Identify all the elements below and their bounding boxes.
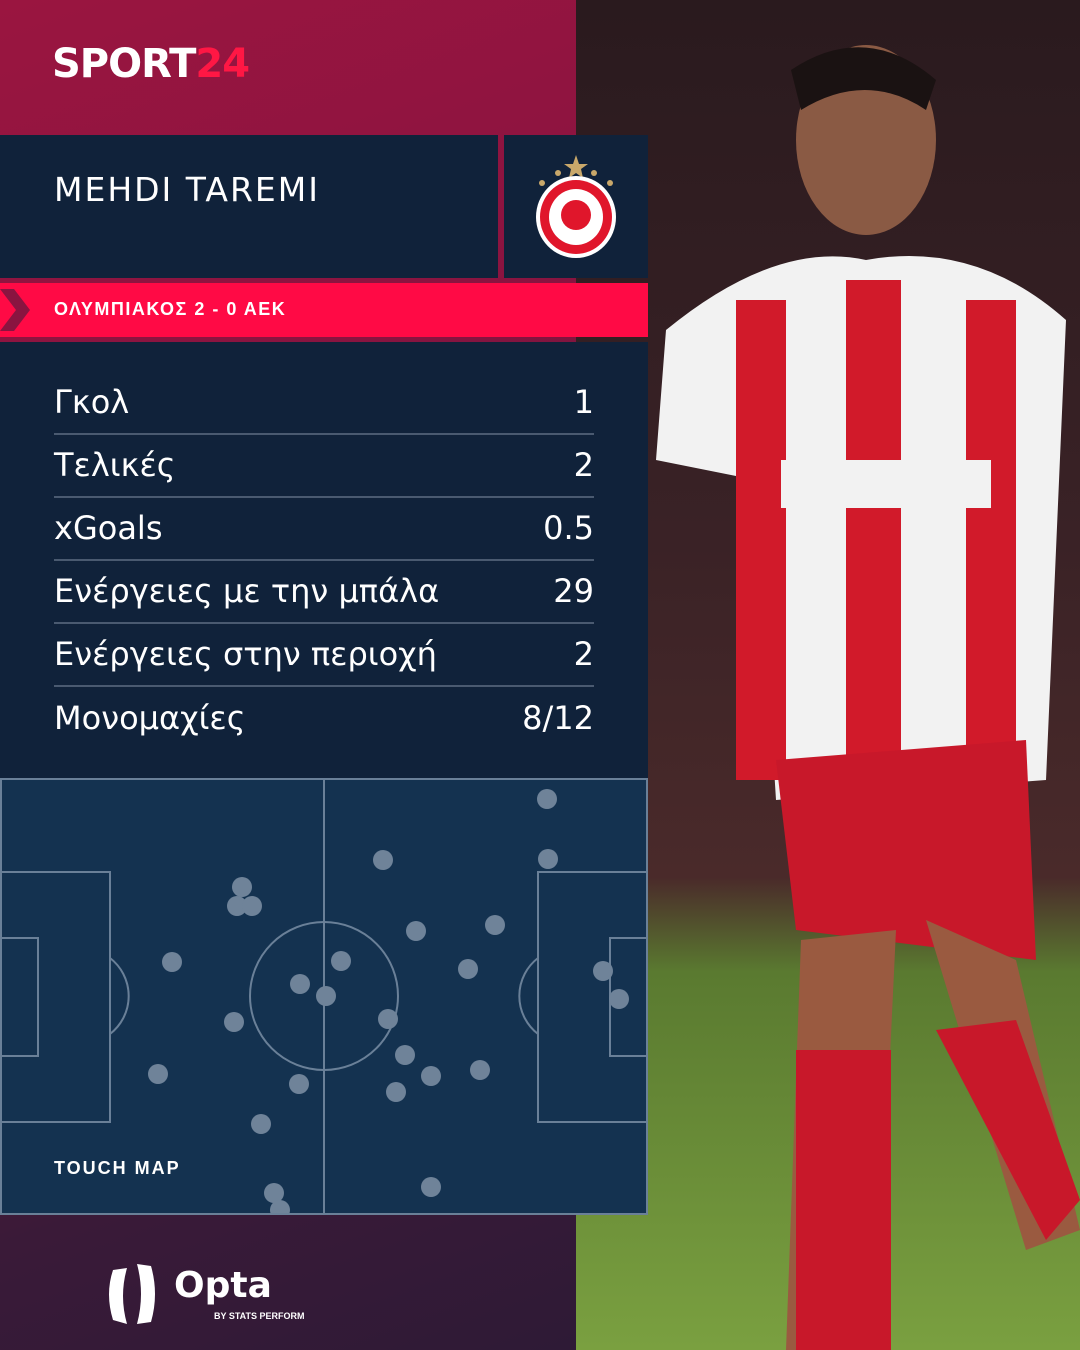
touch-dot	[316, 986, 336, 1006]
opta-logo-subtext: BY STATS PERFORM	[214, 1311, 305, 1321]
stat-row-goals: Γκολ 1	[54, 372, 594, 435]
olympiacos-crest-icon	[536, 155, 616, 258]
touch-dot	[251, 1114, 271, 1134]
touch-dot	[406, 921, 426, 941]
touch-dot	[242, 896, 262, 916]
opta-logo-text: Opta	[174, 1265, 272, 1306]
player-name: MEHDI TAREMI	[54, 170, 320, 209]
touch-map-title: TOUCH MAP	[54, 1158, 181, 1178]
touch-dot	[227, 896, 247, 916]
sport24-logo: SPORT24	[52, 41, 250, 87]
club-crest-panel	[504, 135, 648, 278]
stat-value: 0.5	[543, 508, 594, 547]
touch-dot	[538, 849, 558, 869]
stat-row-duels: Μονομαχίες 8/12	[54, 687, 594, 750]
touch-dot	[470, 1060, 490, 1080]
touch-dot	[386, 1082, 406, 1102]
stat-value: 2	[573, 634, 594, 673]
touch-dot	[148, 1064, 168, 1084]
logo-main: SPORT	[52, 41, 196, 87]
stat-row-touches: Ενέργειες με την μπάλα 29	[54, 561, 594, 624]
touch-dot	[289, 1074, 309, 1094]
stat-value: 1	[573, 382, 594, 421]
touch-dot	[421, 1066, 441, 1086]
opta-logo-icon	[105, 1262, 161, 1333]
logo-number: 24	[195, 41, 250, 87]
touch-dot	[421, 1177, 441, 1197]
touch-dot	[537, 789, 557, 809]
pitch-lines	[0, 780, 651, 1220]
touch-dot	[458, 959, 478, 979]
touch-dot	[378, 1009, 398, 1029]
touch-dot	[609, 989, 629, 1009]
touch-dot	[395, 1045, 415, 1065]
touch-dot	[373, 850, 393, 870]
stat-label: Μονομαχίες	[54, 698, 246, 737]
touch-dot	[331, 951, 351, 971]
touch-dot	[485, 915, 505, 935]
touch-dot	[264, 1183, 284, 1203]
stat-value: 2	[573, 445, 594, 484]
player-name-panel	[0, 135, 498, 278]
player-photo	[576, 0, 1080, 1350]
stats-panel: Γκολ 1 Τελικές 2 xGoals 0.5 Ενέργειες με τη…	[0, 342, 648, 780]
touch-dot	[224, 1012, 244, 1032]
stat-label: xGoals	[54, 508, 163, 547]
stat-value: 29	[553, 571, 594, 610]
touch-map-pitch	[0, 778, 651, 1220]
stat-row-shots: Τελικές 2	[54, 435, 594, 498]
stat-row-box-touches: Ενέργειες στην περιοχή 2	[54, 624, 594, 687]
match-score-bar	[0, 283, 648, 337]
touch-dot	[162, 952, 182, 972]
stat-label: Γκολ	[54, 382, 130, 421]
touch-dot	[232, 877, 252, 897]
touch-dot	[290, 974, 310, 994]
stat-label: Ενέργειες με την μπάλα	[54, 571, 440, 610]
stat-row-xgoals: xGoals 0.5	[54, 498, 594, 561]
stripes-decoration-icon	[0, 289, 30, 331]
match-score: ΟΛΥΜΠΙΑΚΟΣ 2 - 0 ΑΕΚ	[54, 299, 287, 319]
stat-label: Ενέργειες στην περιοχή	[54, 634, 437, 673]
touch-dot	[593, 961, 613, 981]
stat-label: Τελικές	[54, 445, 176, 484]
stat-value: 8/12	[522, 698, 594, 737]
